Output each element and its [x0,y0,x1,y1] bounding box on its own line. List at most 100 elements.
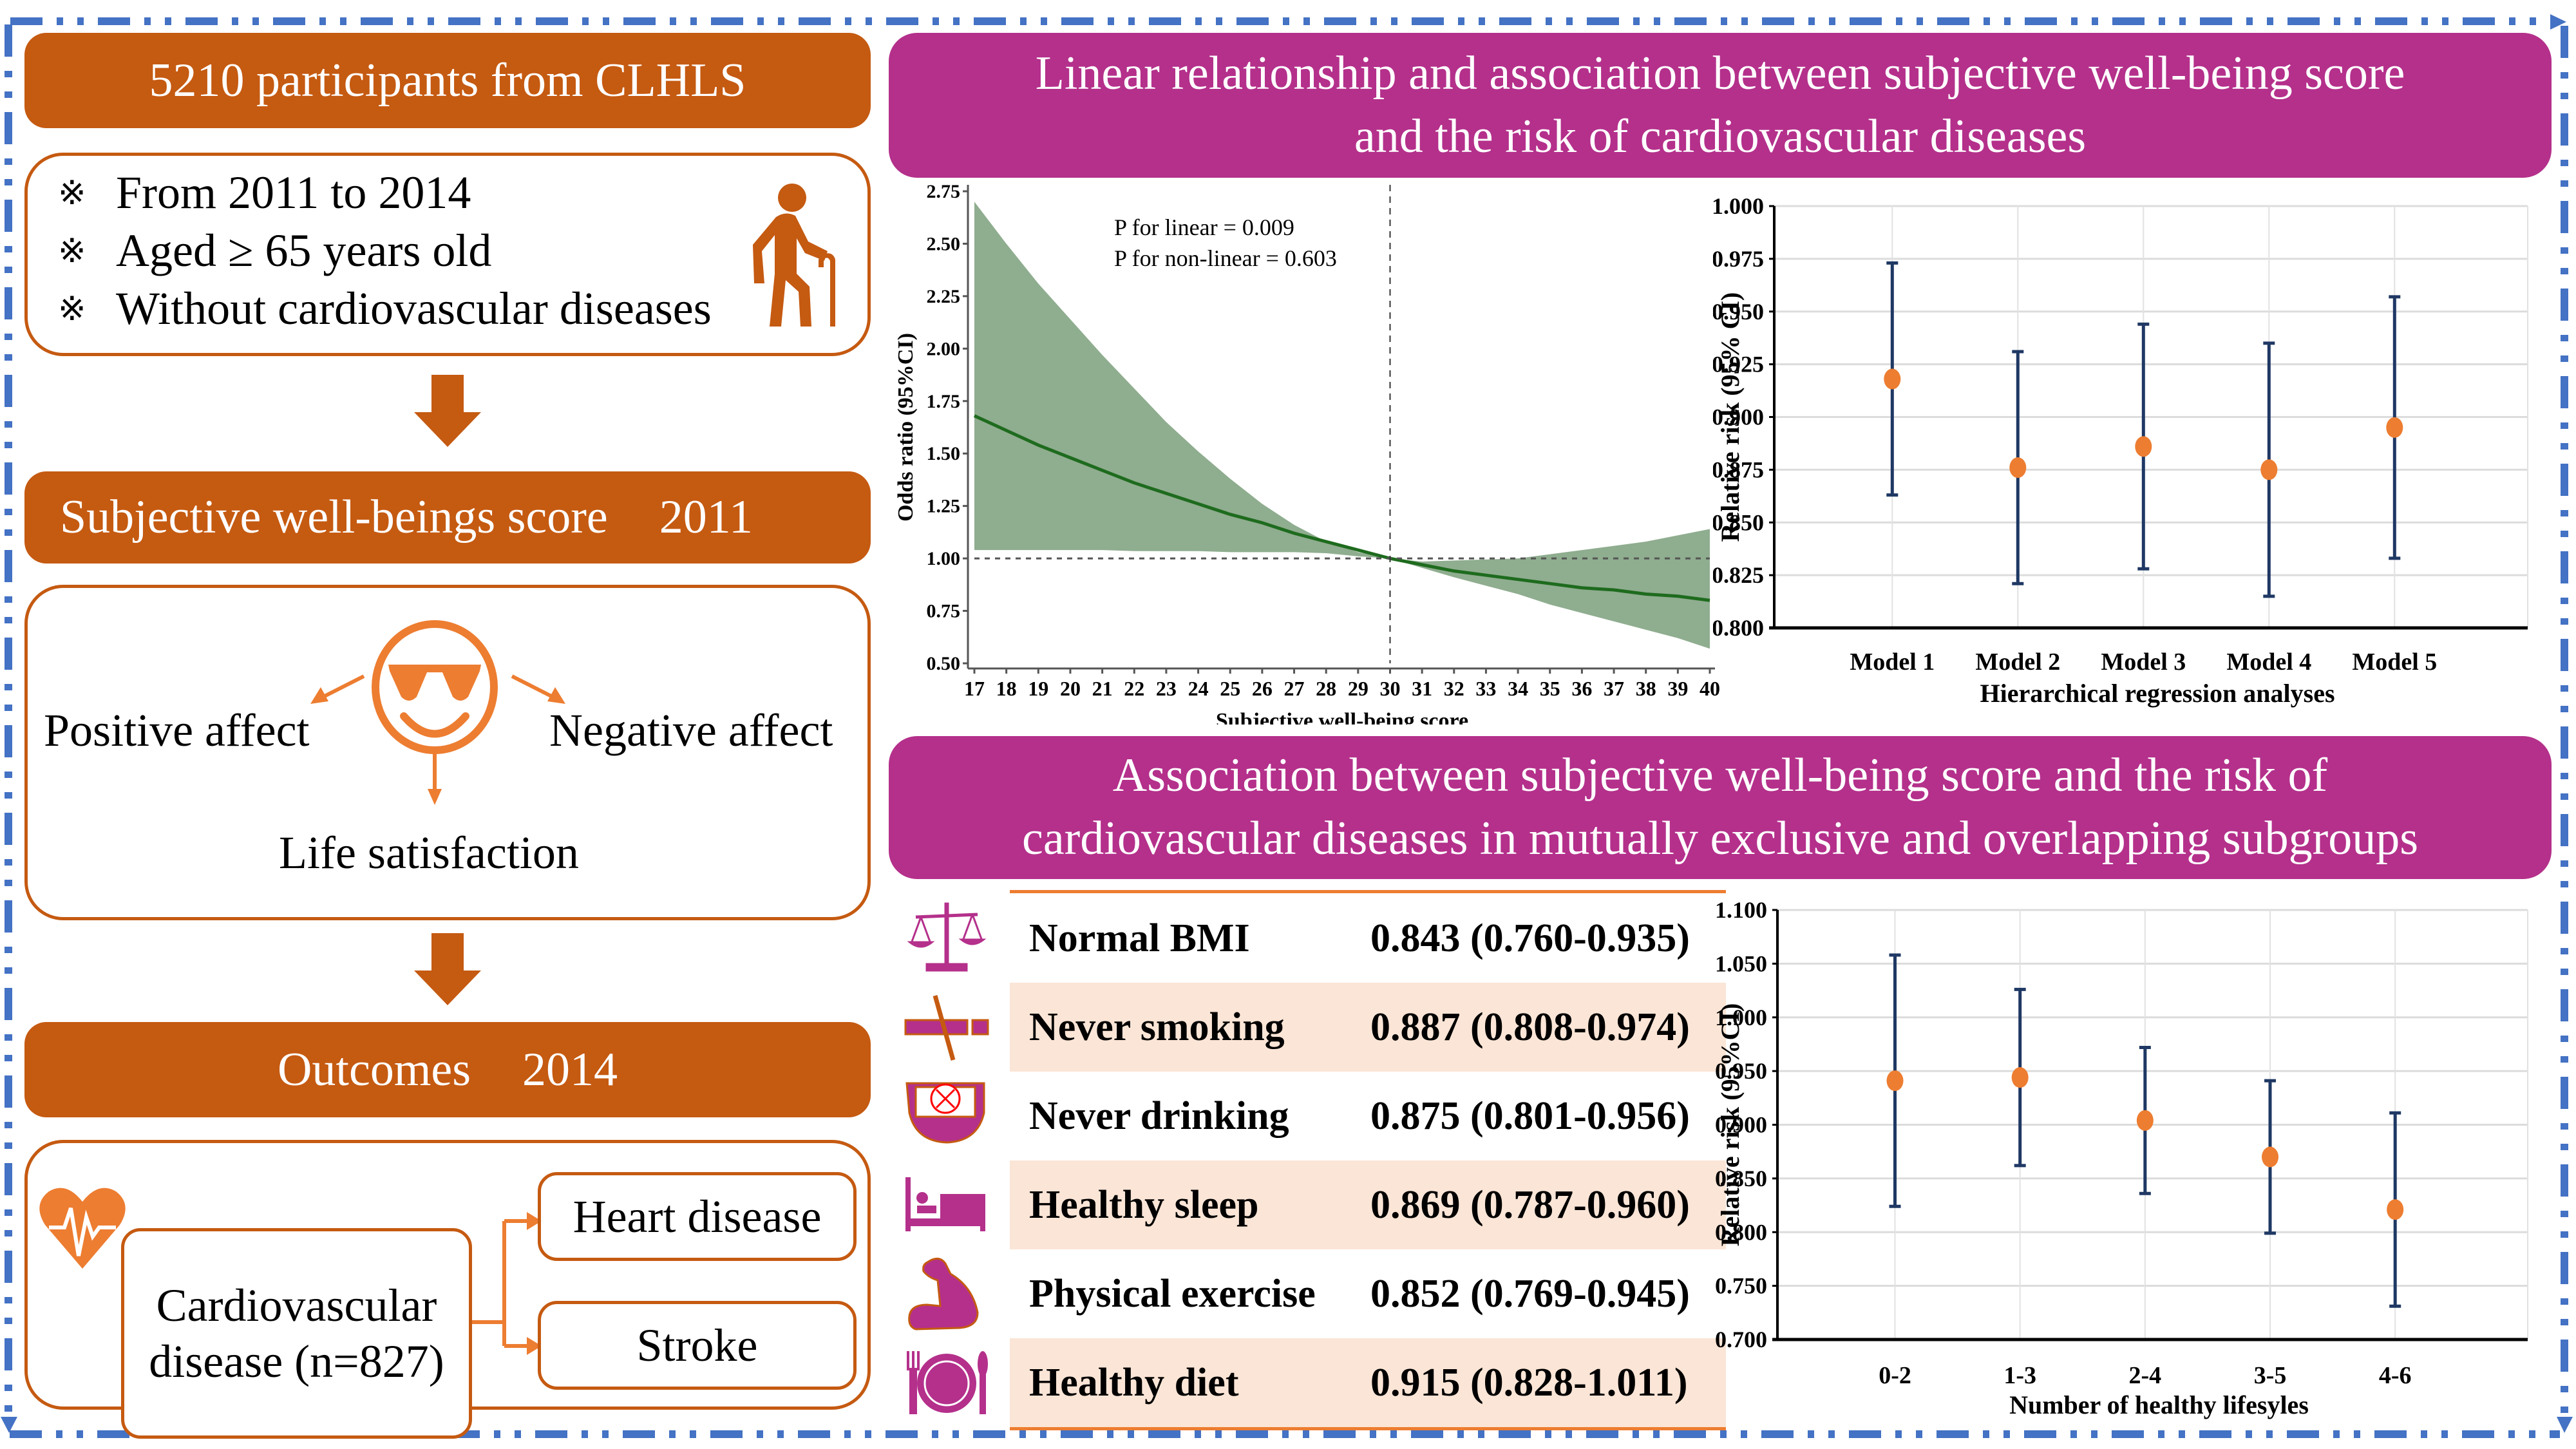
x-tick-label: 29 [1348,677,1368,700]
healthy-lifestyles-chart: 0.700 0.750 0.800 0.850 0.900 0.950 1.000 1.050… [1715,897,2528,1419]
x-tick-label: 2-4 [2129,1362,2162,1389]
y-tick-label: 1.000 [1713,193,1764,219]
cvd-label-line1: Cardiovascular [156,1280,437,1332]
heart-disease-box: Heart disease [538,1172,857,1261]
y-tick-label: 0.900 [1713,404,1764,430]
subgroup-rr-value: 0.875 (0.801-0.956) [1370,1094,1690,1138]
y-tick-label: 2.75 [927,184,961,202]
y-tick-label: 0.950 [1713,299,1764,325]
point-estimate [2136,1110,2154,1131]
point-estimate [2387,1199,2404,1220]
subgroup-name: Healthy diet [1029,1360,1239,1405]
frame-arrow-right-top-icon [2550,14,2566,30]
x-axis-title: Hierarchical regression analyses [1980,679,2334,708]
y-tick-label: 1.75 [927,391,961,412]
y-axis-title: Odds ratio (95%CI) [894,333,918,522]
y-tick-label: 2.50 [927,233,961,254]
y-tick-label: 0.900 [1715,1112,1767,1138]
x-tick-label: Model 3 [2101,649,2186,676]
balance-scale-icon [902,899,992,976]
x-axis-title: Number of healthy lifesyles [2009,1390,2309,1419]
branch-connector-icon [472,1212,542,1355]
point-estimate [1884,368,1901,390]
point-estimate [2386,417,2403,438]
reference-mark-icon: ※ [58,232,86,270]
stroke-box: Stroke [538,1301,857,1390]
y-tick-label: 0.850 [1713,509,1764,535]
inclusion-criteria-box [24,153,871,356]
x-tick-label: 3-5 [2254,1362,2287,1389]
outcome-year: 2014 [522,1043,618,1096]
arrow-to-life-satisfaction-icon [428,753,442,805]
x-tick-label: 27 [1284,677,1305,700]
x-tick-label: 0-2 [1879,1362,1911,1389]
elderly-person-with-cane-icon [753,184,835,327]
y-tick-label: 0.800 [1713,615,1764,641]
subgroup-name: Never smoking [1029,1005,1285,1049]
hierarchical-models-chart: 0.800 0.825 0.850 0.875 0.900 0.925 0.950 0.975… [1713,193,2528,708]
header-line: Linear relationship and association betw… [1035,46,2405,100]
y-tick-label: 2.25 [927,286,961,307]
p-value-annotation: P for non-linear = 0.603 [1114,245,1337,271]
bed-icon [902,1166,992,1243]
table-row: Normal BMI 0.843 (0.760-0.935) [1010,894,1726,983]
flow-down-arrow-icon [414,375,481,447]
negative-affect-label: Negative affect [549,705,833,756]
subgroup-name: Never drinking [1029,1094,1289,1138]
x-tick-label: 22 [1124,677,1144,700]
header-line: and the risk of cardiovascular diseases [1354,109,2087,163]
no-smoking-icon [902,988,992,1065]
heart-disease-label: Heart disease [573,1190,822,1242]
x-tick-label: 33 [1475,677,1496,700]
y-tick-label: 0.700 [1715,1327,1767,1352]
x-tick-label: Model 4 [2226,649,2311,676]
outcome-title: Outcomes 2014 [24,1022,871,1117]
x-tick-label: 1-3 [2003,1362,2036,1389]
x-tick-label: Model 5 [2352,649,2437,676]
y-tick-label: 1.050 [1715,951,1767,976]
smiley-sunglasses-icon [372,620,498,754]
x-tick-label: 24 [1188,677,1209,700]
y-tick-label: 0.50 [927,653,961,674]
y-axis-title: Relative risk (95% CI) [1716,292,1745,542]
cohort-title-text: 5210 participants from CLHLS [149,53,746,107]
table-row: Healthy sleep 0.869 (0.787-0.960) [1010,1160,1726,1249]
y-tick-label: 0.925 [1713,352,1764,377]
header-line: cardiovascular diseases in mutually excl… [1021,812,2419,865]
y-tick-label: 0.800 [1715,1219,1767,1245]
outcome-title-text: Outcomes [277,1043,471,1096]
subgroup-name: Physical exercise [1029,1271,1316,1316]
x-tick-label: 40 [1700,677,1720,700]
y-tick-label: 0.850 [1715,1166,1767,1191]
y-tick-label: 1.000 [1715,1005,1767,1030]
linear-association-header: Linear relationship and association betw… [889,33,2552,178]
arrow-to-negative-affect-icon [511,674,565,704]
x-tick-label: 21 [1092,677,1113,700]
criteria-item: ※ From 2011 to 2014 [58,166,471,220]
x-tick-label: 38 [1636,677,1656,700]
exposure-title-text: Subjective well-beings score [60,491,608,544]
y-axis-title: Relative risk (95%CI) [1716,1003,1745,1247]
subgroup-rr-value: 0.869 (0.787-0.960) [1370,1182,1690,1227]
flexed-arm-icon [902,1255,992,1332]
criteria-text: Aged ≥ 65 years old [116,225,492,276]
reference-mark-icon: ※ [58,175,86,212]
y-tick-label: 0.950 [1715,1058,1767,1084]
heart-pulse-icon [39,1188,126,1269]
x-tick-label: 30 [1379,677,1400,700]
y-tick-label: 0.825 [1713,562,1764,588]
x-tick-label: 23 [1156,677,1177,700]
y-tick-label: 1.50 [927,443,961,464]
criteria-text: Without cardiovascular diseases [116,283,712,334]
table-row: Never drinking 0.875 (0.801-0.956) [1010,1072,1726,1160]
criteria-item: ※ Aged ≥ 65 years old [58,224,491,278]
y-tick-label: 0.975 [1713,246,1764,272]
table-bottom-rule [1010,1427,1726,1430]
cvd-label-line2: disease (n=827) [149,1335,444,1387]
exposure-year: 2011 [659,491,753,544]
table-row: Healthy diet 0.915 (0.828-1.011) [1010,1338,1726,1427]
y-tick-label: 1.100 [1715,897,1767,923]
x-tick-label: 34 [1508,677,1528,700]
header-line: Association between subjective well-bein… [1112,749,2328,802]
p-value-annotation: P for linear = 0.009 [1114,214,1294,240]
